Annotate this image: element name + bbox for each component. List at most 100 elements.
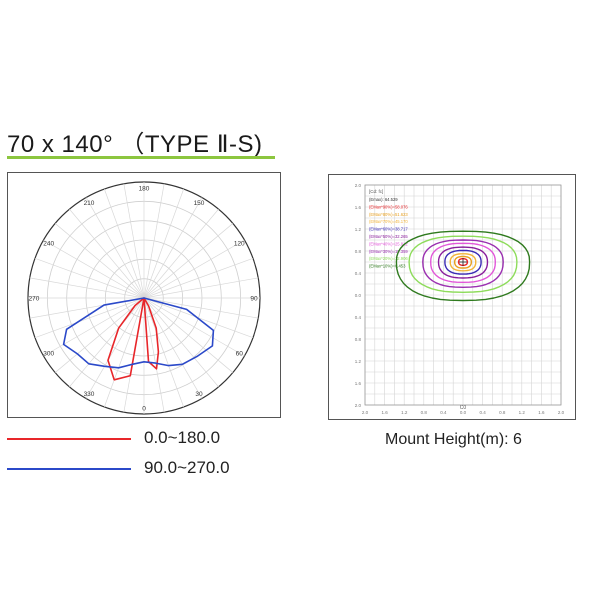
polar-angle-label: 180	[139, 186, 150, 193]
legend-label-c90-270: 90.0~270.0	[144, 458, 230, 477]
title-underline	[7, 156, 275, 159]
polar-angle-label: 330	[84, 391, 95, 398]
iso-y-tick-label: 1.6	[355, 381, 362, 386]
polar-spoke	[143, 223, 234, 299]
polar-spoke	[143, 208, 219, 299]
iso-y-tick-label: 2.0	[355, 183, 362, 188]
iso-info-line: (EMax*20%)=12.906	[369, 256, 408, 261]
iso-info-line: (EMax*90%)=58.076	[369, 204, 408, 209]
polar-angle-label: 300	[43, 351, 54, 358]
polar-spoke	[85, 297, 145, 399]
iso-x-tick-label: 0.0	[460, 410, 467, 415]
polar-spoke	[43, 239, 145, 299]
iso-y-tick-label: 1.6	[355, 205, 362, 210]
polar-angle-label: 60	[236, 351, 244, 358]
iso-contour-40pct	[430, 242, 496, 283]
polar-spoke	[34, 257, 145, 299]
iso-x-tick-label: 2.0	[362, 410, 369, 415]
isolux-contour-chart: 2.0 1.6 1.2 0.8 0.4 0.0 0.4 0.8 1.2 1.6 2.02.01.61…	[355, 183, 565, 415]
iso-info-line: (EMax*80%)=51.623	[369, 212, 408, 217]
mount-height-value: 6	[513, 431, 522, 448]
iso-info-line: (EMax*50%)=32.265	[369, 234, 408, 239]
iso-frame	[364, 184, 562, 406]
iso-x-tick-label: 1.2	[401, 410, 408, 415]
iso-info-line: (EMax*70%)=45.170	[369, 219, 408, 224]
polar-spoke	[103, 297, 145, 408]
polar-series-c90-270	[62, 297, 215, 369]
polar-angle-label: 150	[194, 200, 205, 207]
iso-x-tick-label: 0.8	[421, 410, 428, 415]
legend-label-c0-180: 0.0~180.0	[144, 428, 221, 447]
iso-y-tick-label: 0.0	[355, 293, 362, 298]
polar-spoke	[143, 297, 185, 408]
mount-height-label: Mount Height(m): 6	[385, 431, 522, 449]
iso-grid	[364, 184, 562, 406]
polar-spoke	[143, 188, 185, 299]
iso-info-line: (Emax): 64.529	[369, 197, 398, 202]
polar-spoke	[69, 208, 145, 299]
polar-spoke	[143, 297, 219, 388]
polar-spoke	[143, 239, 245, 299]
iso-y-tick-label: 1.2	[355, 227, 362, 232]
polar-angle-label: 90	[250, 296, 258, 303]
polar-spoke	[143, 183, 165, 299]
iso-x-tick-label: 2.0	[558, 410, 565, 415]
polar-spoke	[143, 297, 234, 373]
iso-x-tick-label: 0.4	[479, 410, 486, 415]
iso-contour-30pct	[422, 239, 504, 288]
polar-spoke	[69, 297, 145, 388]
legend-line-c90-270	[7, 468, 131, 470]
polar-angle-label: 30	[195, 391, 203, 398]
polar-angle-label: 0	[142, 406, 146, 413]
iso-x-tick-label: 1.6	[381, 410, 388, 415]
iso-y-tick-label: 0.8	[355, 337, 362, 342]
iso-x-tick-label: 0.4	[440, 410, 447, 415]
polar-spoke	[143, 297, 259, 319]
iso-y-tick-label: 0.4	[355, 271, 362, 276]
polar-grid	[27, 181, 261, 415]
polar-spoke	[143, 257, 254, 299]
polar-spoke	[103, 188, 145, 299]
iso-x-tick-label: 0.8	[499, 410, 506, 415]
iso-y-tick-label: 2.0	[355, 403, 362, 408]
iso-info-line: (EMax*30%)=19.359	[369, 249, 408, 254]
polar-spoke	[143, 197, 203, 299]
polar-spoke	[54, 223, 145, 299]
iso-contour-90pct	[457, 258, 469, 266]
polar-angle-label: 270	[29, 296, 40, 303]
iso-info-line: (EMax*60%)=38.717	[369, 227, 408, 232]
iso-contour-80pct	[454, 255, 472, 269]
legend-line-c0-180	[7, 438, 131, 440]
iso-y-tick-label: 1.2	[355, 359, 362, 364]
iso-y-tick-label: 0.4	[355, 315, 362, 320]
iso-header: [Cd: fc]	[369, 189, 383, 194]
iso-contour-20pct	[408, 235, 518, 293]
polar-spoke	[143, 297, 165, 413]
mount-height-text: Mount Height(m):	[385, 431, 509, 448]
iso-contour-10pct	[395, 230, 531, 302]
polar-angle-label: 240	[43, 241, 54, 248]
polar-spoke	[54, 297, 145, 373]
iso-info-line: (EMax*10%)=6.453	[369, 264, 406, 269]
polar-chart-panel: 180 150 120 90 60 30 0 330 300 270 240 210	[7, 172, 281, 418]
iso-contour-50pct	[437, 246, 489, 279]
iso-y-tick-label: 0.8	[355, 249, 362, 254]
page-title: 70 x 140° （TYPE Ⅱ-S)	[7, 131, 263, 158]
polar-spoke	[143, 297, 245, 357]
polar-spoke	[34, 297, 145, 339]
isolux-chart-panel: 2.0 1.6 1.2 0.8 0.4 0.0 0.4 0.8 1.2 1.6 2.0 2.0 1.6 1…	[328, 174, 576, 420]
iso-info-line: (EMax*40%)=25.812	[369, 241, 408, 246]
iso-contour-70pct	[449, 253, 477, 272]
polar-spoke	[143, 297, 203, 399]
iso-x-tick-label: 1.2	[519, 410, 526, 415]
polar-spoke	[123, 183, 145, 299]
iso-x-tick-label: 1.6	[538, 410, 545, 415]
polar-spoke	[143, 277, 259, 299]
iso-contour-60pct	[444, 249, 482, 275]
iso-x-axis-label: C0	[460, 405, 467, 411]
polar-spoke	[43, 297, 145, 357]
polar-angle-label: 210	[84, 200, 95, 207]
polar-angle-label: 120	[234, 241, 245, 248]
polar-spoke	[85, 197, 145, 299]
